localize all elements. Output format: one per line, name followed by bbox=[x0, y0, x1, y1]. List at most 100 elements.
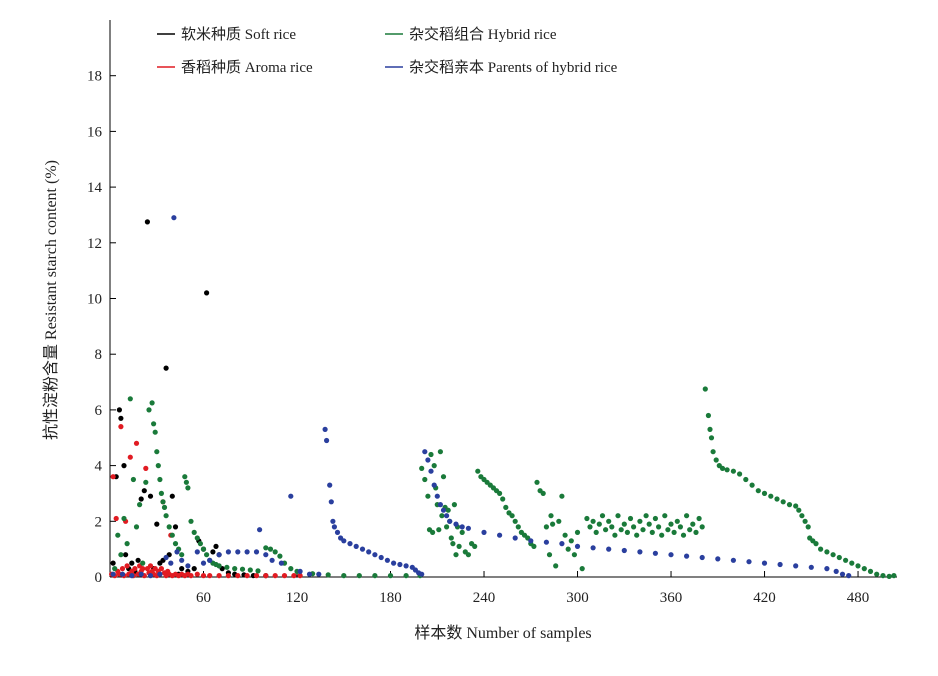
data-point bbox=[621, 521, 627, 527]
legend-label: 杂交稻组合 Hybrid rice bbox=[409, 25, 557, 43]
data-point bbox=[606, 518, 612, 524]
data-point bbox=[403, 563, 409, 569]
data-point bbox=[665, 527, 671, 533]
data-point bbox=[475, 468, 481, 474]
data-point bbox=[777, 561, 783, 568]
data-point bbox=[328, 499, 334, 505]
legend-label: 香稻种质 Aroma rice bbox=[181, 59, 313, 76]
legend-item: 软米种质 Soft rice bbox=[157, 26, 296, 43]
data-point bbox=[372, 552, 378, 558]
data-point bbox=[200, 573, 207, 579]
data-point bbox=[291, 573, 297, 579]
data-point bbox=[649, 529, 655, 536]
data-point bbox=[431, 482, 437, 488]
data-point bbox=[805, 524, 811, 530]
data-point bbox=[110, 560, 116, 566]
data-point bbox=[322, 426, 328, 432]
data-point bbox=[444, 513, 450, 519]
y-tick-label: 18 bbox=[87, 69, 102, 85]
data-point bbox=[439, 513, 445, 519]
data-point bbox=[867, 568, 874, 575]
data-point bbox=[147, 493, 154, 499]
data-point bbox=[596, 521, 602, 527]
data-point bbox=[713, 457, 719, 463]
data-point bbox=[693, 529, 699, 536]
data-point bbox=[216, 563, 222, 569]
data-point bbox=[643, 513, 649, 519]
data-point bbox=[422, 449, 428, 455]
data-point bbox=[129, 573, 135, 579]
data-point bbox=[802, 518, 808, 524]
data-point bbox=[384, 557, 390, 563]
data-point bbox=[444, 524, 450, 530]
y-tick-label: 12 bbox=[87, 236, 102, 252]
data-point bbox=[568, 538, 574, 544]
data-point bbox=[584, 515, 590, 522]
data-point bbox=[297, 573, 303, 579]
data-points bbox=[109, 215, 897, 580]
data-point bbox=[749, 482, 755, 488]
data-point bbox=[818, 546, 824, 552]
data-point bbox=[699, 524, 705, 530]
y-tick-label: 0 bbox=[95, 570, 103, 586]
data-point bbox=[110, 571, 116, 577]
data-point bbox=[696, 515, 702, 522]
data-point bbox=[267, 546, 274, 552]
data-point bbox=[224, 564, 230, 570]
data-point bbox=[113, 515, 119, 522]
data-point bbox=[191, 529, 197, 536]
data-point bbox=[132, 566, 138, 572]
data-point bbox=[456, 543, 462, 550]
data-point bbox=[813, 541, 819, 547]
data-point bbox=[637, 549, 643, 555]
data-point bbox=[579, 566, 585, 572]
data-point bbox=[684, 553, 690, 559]
data-point bbox=[465, 525, 471, 531]
data-point bbox=[244, 573, 250, 579]
data-point bbox=[163, 365, 169, 371]
data-point bbox=[147, 563, 154, 569]
data-point bbox=[144, 219, 150, 225]
data-point bbox=[140, 566, 146, 572]
data-point bbox=[204, 290, 210, 296]
data-point bbox=[191, 566, 197, 572]
data-point bbox=[436, 527, 442, 533]
data-point bbox=[761, 560, 768, 566]
data-point bbox=[668, 521, 674, 527]
data-point bbox=[556, 518, 562, 524]
data-point bbox=[799, 513, 805, 519]
data-point bbox=[146, 407, 152, 413]
data-point bbox=[437, 449, 443, 455]
y-tick-label: 8 bbox=[95, 347, 103, 363]
data-point bbox=[674, 518, 680, 524]
legend-label: 杂交稻亲本 Parents of hybrid rice bbox=[409, 58, 618, 76]
data-point bbox=[207, 573, 213, 579]
data-point bbox=[129, 560, 135, 566]
data-point bbox=[163, 554, 169, 561]
data-point bbox=[668, 552, 674, 558]
data-point bbox=[127, 396, 133, 402]
data-point bbox=[755, 488, 761, 494]
data-point bbox=[459, 524, 465, 530]
data-point bbox=[846, 573, 852, 579]
data-point bbox=[593, 529, 599, 536]
data-point bbox=[606, 546, 612, 552]
data-point bbox=[185, 485, 191, 491]
data-point bbox=[553, 563, 559, 569]
data-point bbox=[843, 557, 849, 563]
legend: 软米种质 Soft rice 香稻种质 Aroma rice 杂交稻组合 Hybri… bbox=[157, 25, 618, 76]
data-point bbox=[634, 532, 640, 538]
data-point bbox=[119, 566, 126, 572]
data-point bbox=[213, 543, 219, 550]
data-point bbox=[272, 549, 278, 555]
data-point bbox=[428, 451, 434, 458]
data-point bbox=[737, 471, 743, 477]
x-tick-label: 120 bbox=[286, 590, 309, 606]
data-point bbox=[121, 463, 127, 469]
data-point bbox=[194, 535, 200, 541]
data-point bbox=[687, 527, 693, 533]
data-point bbox=[179, 557, 185, 563]
data-point bbox=[143, 465, 149, 471]
data-point bbox=[450, 541, 456, 547]
